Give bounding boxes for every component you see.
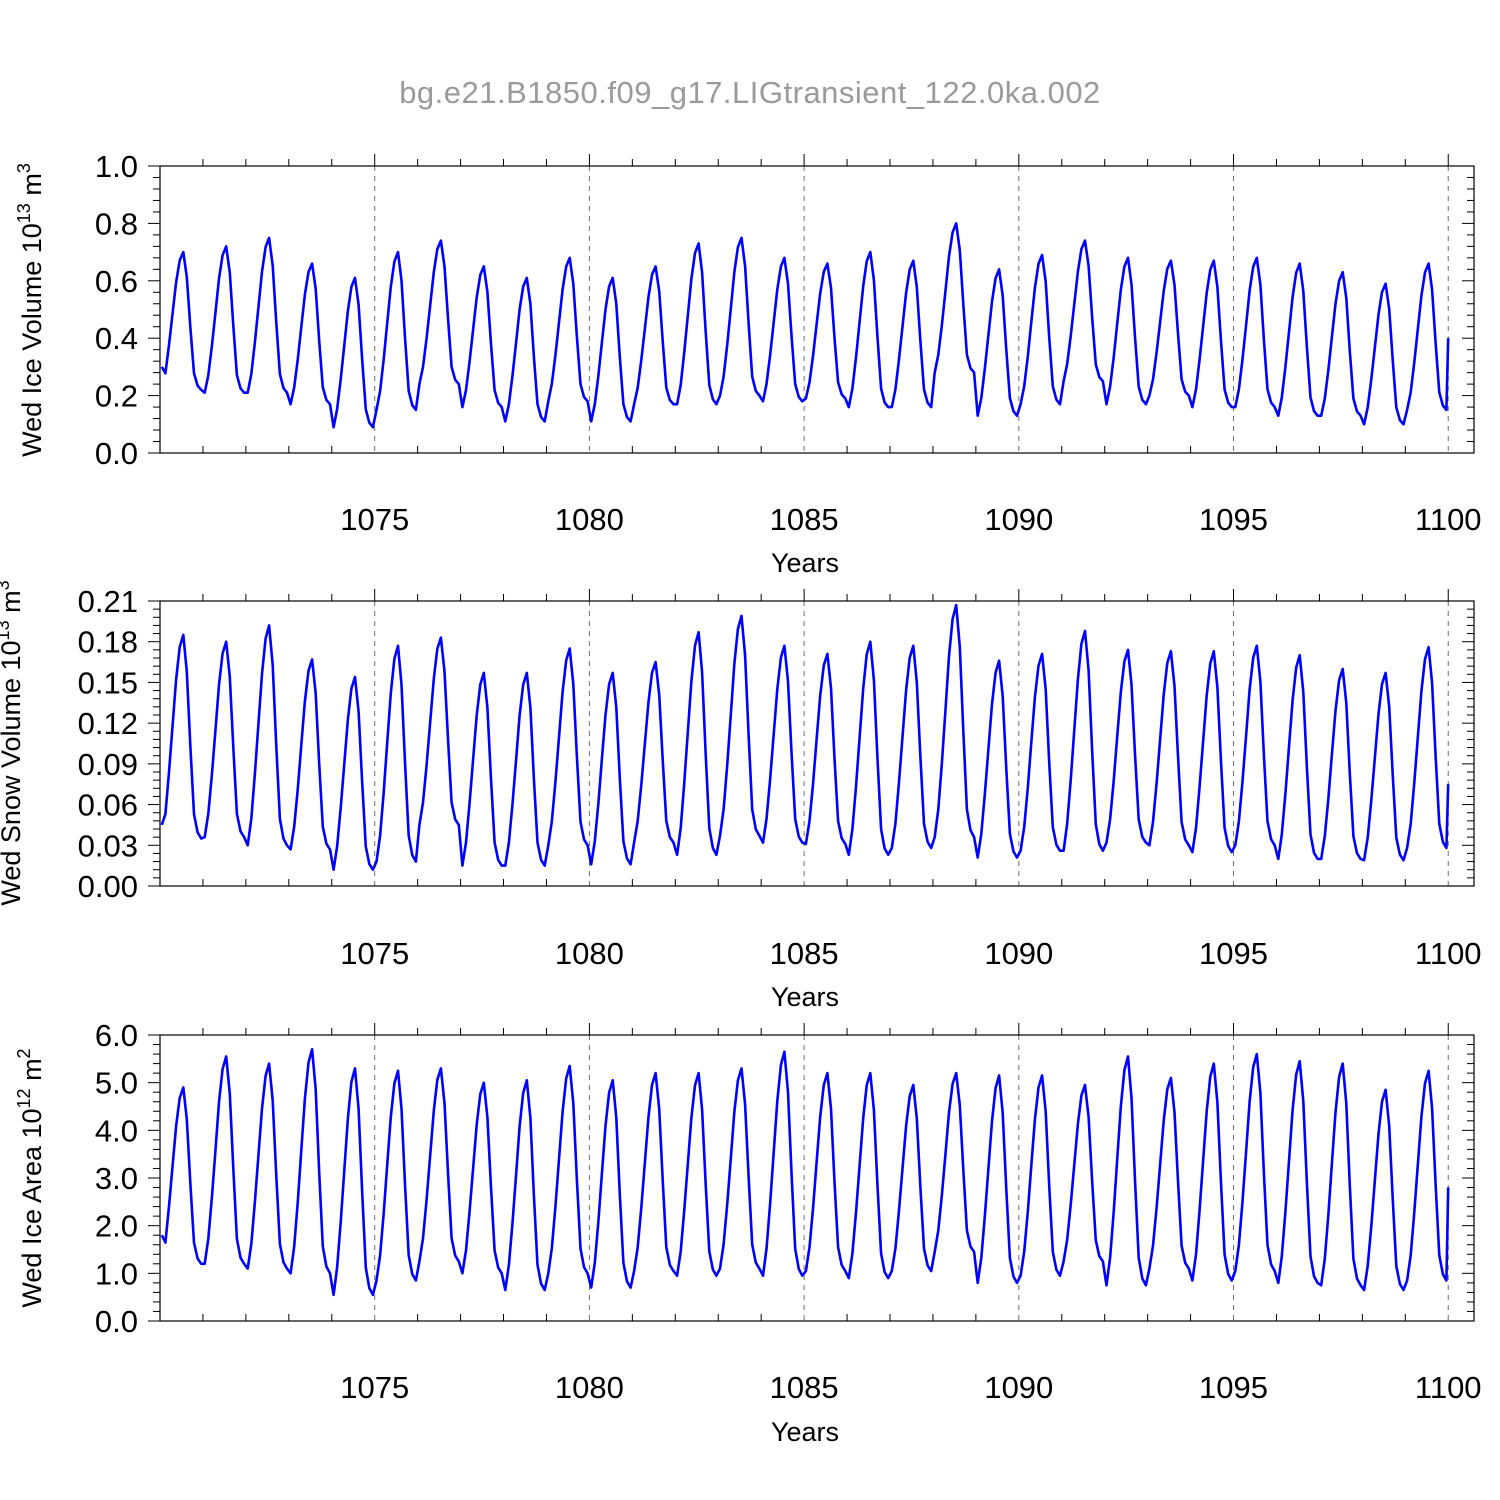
x-tick-label: 1095 (1199, 1370, 1268, 1405)
x-tick-label: 1085 (770, 936, 839, 971)
y-tick-label: 3.0 (95, 1161, 138, 1196)
series-line (160, 1048, 1450, 1297)
x-tick-label: 1080 (555, 936, 624, 971)
y-tick-label: 6.0 (95, 1018, 138, 1053)
y-tick-label: 1.0 (95, 149, 138, 184)
plot-frame (159, 165, 1475, 454)
plot-frame (159, 600, 1475, 887)
x-tick-label: 1080 (555, 502, 624, 537)
y-tick-label: 0.18 (78, 625, 138, 660)
series-line (160, 603, 1450, 871)
x-tick-label: 1075 (340, 502, 409, 537)
series-line (160, 222, 1450, 429)
y-tick-label: 0.21 (78, 584, 138, 619)
x-tick-label: 1100 (1415, 936, 1482, 971)
chart-title: bg.e21.B1850.f09_g17.LIGtransient_122.0k… (399, 75, 1101, 110)
y-axis-title: Wed Ice Area 1012 m2 (14, 1048, 47, 1307)
y-tick-label: 0.00 (78, 869, 138, 904)
x-tick-label: 1090 (984, 1370, 1053, 1405)
x-tick-label: 1075 (340, 936, 409, 971)
y-tick-label: 0.15 (78, 665, 138, 700)
x-tick-label: 1095 (1199, 502, 1268, 537)
x-axis-title: Years (771, 1417, 839, 1447)
y-tick-label: 5.0 (95, 1066, 138, 1101)
x-tick-label: 1100 (1415, 1370, 1482, 1405)
x-tick-label: 1090 (984, 502, 1053, 537)
y-tick-label: 2.0 (95, 1209, 138, 1244)
x-axis-title: Years (771, 982, 839, 1012)
x-tick-label: 1095 (1199, 936, 1268, 971)
x-tick-label: 1085 (770, 1370, 839, 1405)
y-axis-title: Wed Snow Volume 1013 m3 (0, 580, 26, 905)
y-tick-label: 0.6 (95, 264, 138, 299)
x-axis-title: Years (771, 548, 839, 578)
x-tick-label: 1080 (555, 1370, 624, 1405)
x-tick-label: 1075 (340, 1370, 409, 1405)
y-tick-label: 0.06 (78, 788, 138, 823)
panel-ice-volume: 0.0 0.2 0.4 0.6 0.8 1.0 1075 1080 1085 1090 1095 1… (14, 149, 1482, 578)
y-tick-label: 4.0 (95, 1113, 138, 1148)
plot-frame (159, 1034, 1475, 1322)
y-tick-label: 0.8 (95, 206, 138, 241)
y-tick-label: 1.0 (95, 1256, 138, 1291)
y-tick-label: 0.12 (78, 706, 138, 741)
panel-snow-volume: 0.00 0.03 0.06 0.09 0.12 0.15 0.18 0.21 1075 108… (0, 580, 1482, 1012)
x-tick-label: 1085 (770, 502, 839, 537)
y-tick-label: 0.03 (78, 828, 138, 863)
y-tick-label: 0.09 (78, 747, 138, 782)
panel-ice-area: 0.0 1.0 2.0 3.0 4.0 5.0 6.0 1075 1080 1085 1090 10… (14, 1018, 1482, 1447)
y-tick-label: 0.4 (95, 321, 138, 356)
y-tick-label: 0.2 (95, 379, 138, 414)
y-tick-label: 0.0 (95, 1304, 138, 1339)
x-tick-label: 1090 (984, 936, 1053, 971)
y-tick-label: 0.0 (95, 436, 138, 471)
y-axis-title: Wed Ice Volume 1013 m3 (14, 163, 47, 457)
x-tick-label: 1100 (1415, 502, 1482, 537)
